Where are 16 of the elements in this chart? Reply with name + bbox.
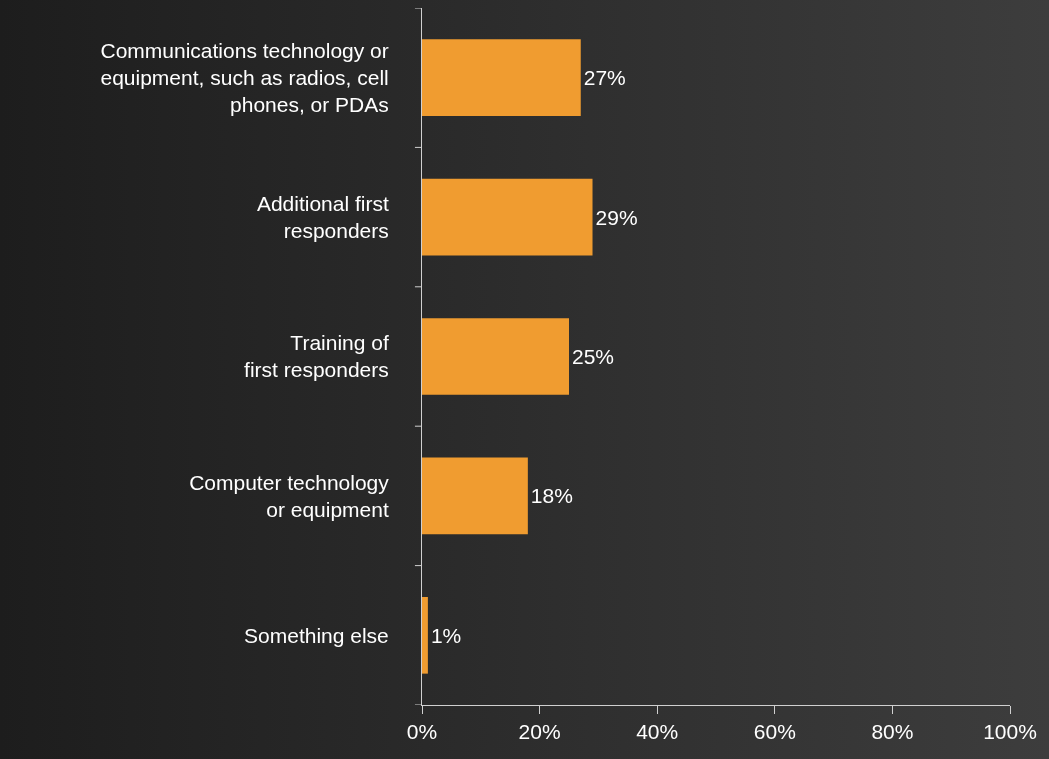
y-tick-label: Training of first responders: [244, 331, 389, 382]
data-label: 25%: [572, 345, 615, 369]
y-tick-label: Additional first responders: [256, 191, 389, 243]
x-tick-label: 40%: [636, 720, 679, 744]
y-tick-label: Something else: [244, 623, 389, 647]
data-label: 18%: [530, 484, 573, 508]
data-label: 1%: [430, 623, 462, 647]
y-tick-label: Computer technology or equipment: [189, 470, 390, 521]
x-tick-label: 0%: [406, 720, 438, 744]
x-tick-label: 100%: [983, 720, 1037, 744]
y-tick-label: Communications technology or equipment, such as radios, cell phones, or PDAs: [100, 38, 389, 117]
x-tick-label: 20%: [518, 720, 561, 744]
data-label: 27%: [583, 66, 626, 90]
x-tick-label: 80%: [871, 720, 914, 744]
x-tick-label: 60%: [753, 720, 796, 744]
data-label: 29%: [595, 205, 638, 229]
